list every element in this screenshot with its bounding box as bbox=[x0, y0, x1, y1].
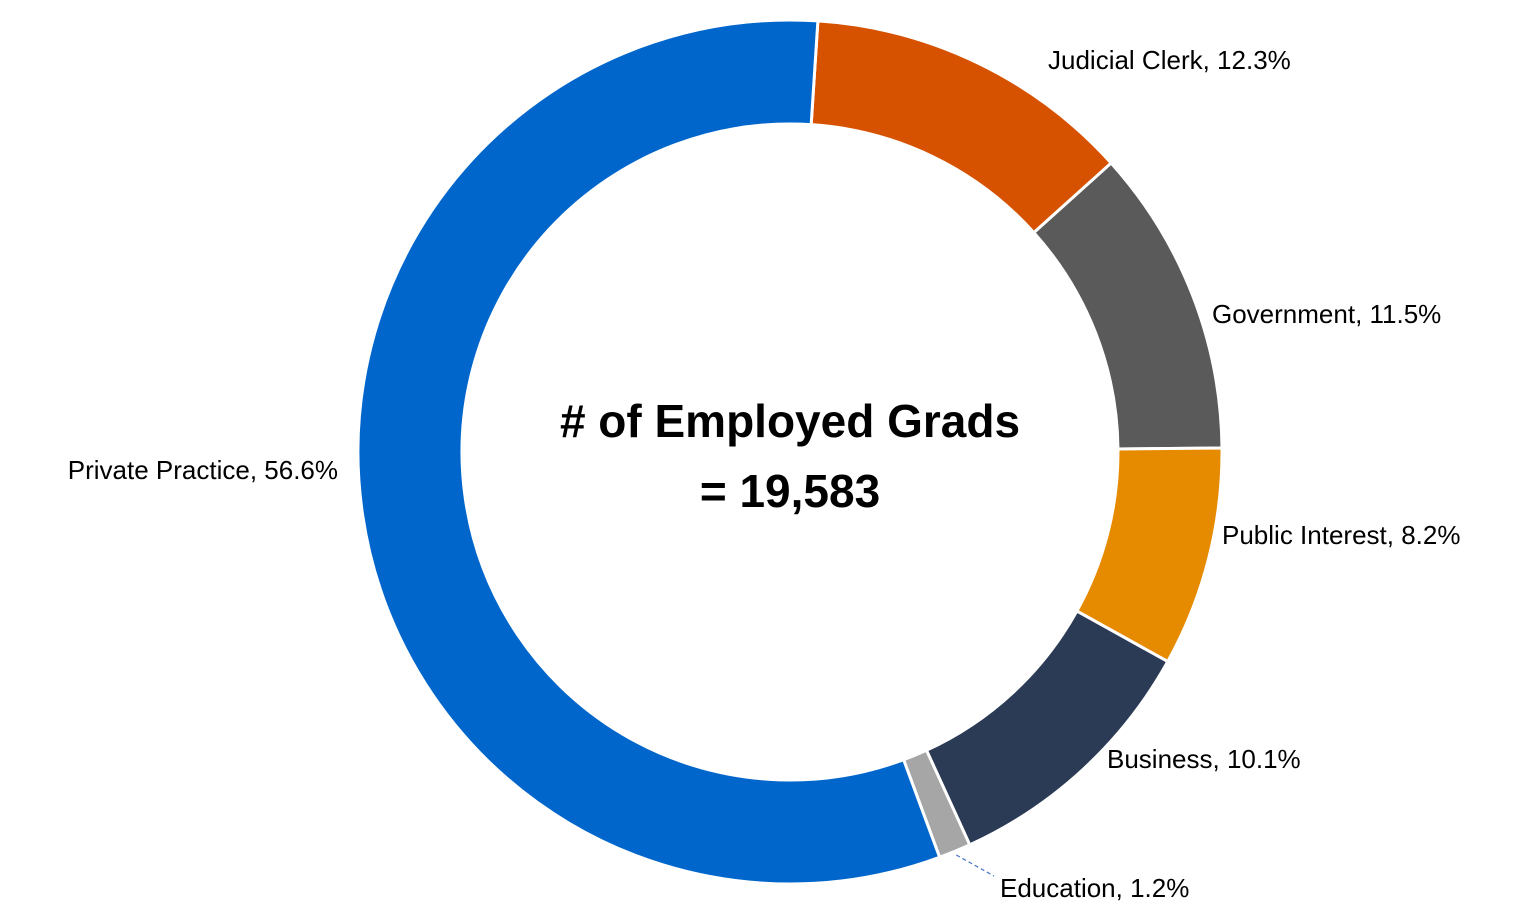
center-title: # of Employed Grads bbox=[560, 395, 1020, 447]
data-label: Government, 11.5% bbox=[1212, 299, 1441, 329]
leader-line bbox=[956, 854, 995, 877]
center-total: = 19,583 bbox=[700, 465, 880, 517]
donut-segment bbox=[1031, 160, 1224, 451]
data-label: Judicial Clerk, 12.3% bbox=[1048, 45, 1291, 75]
data-label: Business, 10.1% bbox=[1107, 744, 1301, 774]
donut-segment bbox=[356, 18, 942, 886]
data-label: Education, 1.2% bbox=[1000, 873, 1189, 903]
data-label: Private Practice, 56.6% bbox=[68, 455, 338, 485]
data-label: Public Interest, 8.2% bbox=[1222, 520, 1460, 550]
donut-segment bbox=[924, 609, 1170, 847]
